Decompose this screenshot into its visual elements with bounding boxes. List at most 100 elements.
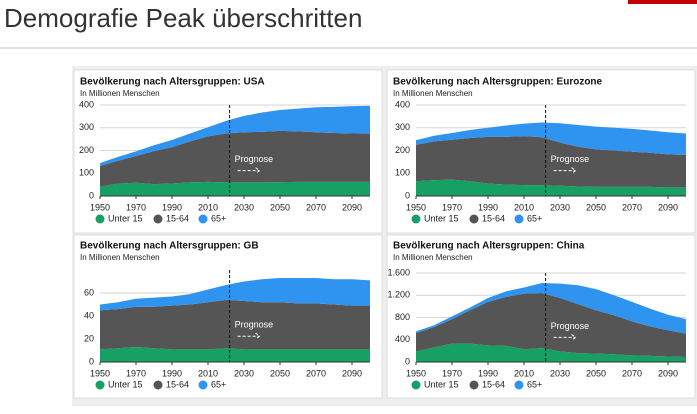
legend-label: Unter 15 bbox=[424, 213, 459, 223]
y-tick-label: 20 bbox=[84, 333, 94, 343]
legend-label: 65+ bbox=[211, 213, 226, 223]
x-tick-label: 1970 bbox=[442, 368, 462, 378]
legend-label: 65+ bbox=[211, 379, 226, 389]
annotation: Prognose bbox=[235, 320, 274, 330]
area bbox=[100, 130, 370, 187]
slide-title: Demografie Peak überschritten bbox=[4, 3, 362, 33]
legend-swatch bbox=[95, 214, 105, 224]
x-tick-label: 2050 bbox=[586, 202, 606, 212]
y-tick-label: 0 bbox=[89, 190, 94, 200]
y-tick-label: 400 bbox=[395, 334, 410, 344]
chart-subtitle: In Millionen Menschen bbox=[393, 253, 473, 262]
x-tick-label: 2070 bbox=[622, 202, 642, 212]
x-tick-label: 2090 bbox=[342, 368, 362, 378]
y-tick-label: 60 bbox=[84, 287, 94, 297]
area bbox=[100, 105, 370, 166]
legend-label: Unter 15 bbox=[424, 379, 459, 389]
legend-swatch bbox=[514, 214, 524, 224]
y-tick-label: 0 bbox=[405, 356, 410, 366]
annotation: Prognose bbox=[551, 154, 590, 164]
legend-label: Unter 15 bbox=[108, 379, 143, 389]
legend-swatch bbox=[411, 214, 421, 224]
x-tick-label: 1970 bbox=[126, 368, 146, 378]
area bbox=[100, 347, 370, 362]
legend-swatch bbox=[153, 214, 163, 224]
y-tick-label: 300 bbox=[395, 122, 410, 132]
x-tick-label: 1990 bbox=[478, 202, 498, 212]
y-tick-label: 1.200 bbox=[387, 290, 410, 300]
area bbox=[100, 181, 370, 196]
area bbox=[416, 122, 686, 156]
x-tick-label: 1990 bbox=[162, 202, 182, 212]
x-tick-label: 2030 bbox=[234, 202, 254, 212]
legend-label: Unter 15 bbox=[108, 213, 143, 223]
area bbox=[416, 293, 686, 357]
y-tick-label: 400 bbox=[79, 99, 94, 109]
legend-label: 15-64 bbox=[482, 213, 505, 223]
legend-swatch bbox=[469, 214, 479, 224]
y-tick-label: 100 bbox=[395, 168, 410, 178]
legend-label: 65+ bbox=[527, 213, 542, 223]
x-tick-label: 1950 bbox=[90, 368, 110, 378]
x-tick-label: 2010 bbox=[514, 202, 534, 212]
x-tick-label: 2070 bbox=[306, 202, 326, 212]
y-tick-label: 100 bbox=[79, 168, 94, 178]
y-tick-label: 800 bbox=[395, 312, 410, 322]
area bbox=[416, 179, 686, 196]
x-tick-label: 2090 bbox=[342, 202, 362, 212]
y-tick-label: 200 bbox=[79, 145, 94, 155]
chart-subtitle: In Millionen Menschen bbox=[393, 89, 473, 98]
legend-label: 15-64 bbox=[166, 379, 189, 389]
chart-title: Bevölkerung nach Altersgruppen: USA bbox=[80, 77, 265, 88]
y-tick-label: 0 bbox=[405, 190, 410, 200]
x-tick-label: 2090 bbox=[658, 368, 678, 378]
y-tick-label: 400 bbox=[395, 99, 410, 109]
annotation-arrow bbox=[553, 167, 577, 174]
x-tick-label: 2010 bbox=[198, 368, 218, 378]
x-tick-label: 2010 bbox=[198, 202, 218, 212]
legend-swatch bbox=[198, 380, 208, 390]
x-tick-label: 1950 bbox=[90, 202, 110, 212]
annotation-arrow bbox=[237, 332, 261, 340]
chart-title: Bevölkerung nach Altersgruppen: Eurozone bbox=[393, 77, 603, 88]
chart-title: Bevölkerung nach Altersgruppen: China bbox=[393, 241, 585, 252]
x-tick-label: 2030 bbox=[234, 368, 254, 378]
x-tick-label: 1950 bbox=[406, 368, 426, 378]
area bbox=[100, 299, 370, 350]
annotation-arrow bbox=[237, 167, 261, 174]
area bbox=[416, 136, 686, 188]
x-tick-label: 2070 bbox=[622, 368, 642, 378]
x-tick-label: 2070 bbox=[306, 368, 326, 378]
x-tick-label: 2090 bbox=[658, 202, 678, 212]
chart-subtitle: In Millionen Menschen bbox=[80, 253, 160, 262]
legend-label: 15-64 bbox=[482, 379, 505, 389]
x-tick-label: 2010 bbox=[514, 368, 534, 378]
chart-title: Bevölkerung nach Altersgruppen: GB bbox=[80, 241, 259, 252]
legend-swatch bbox=[411, 380, 421, 390]
annotation-arrow bbox=[553, 334, 577, 341]
legend-label: 65+ bbox=[527, 379, 542, 389]
x-tick-label: 1950 bbox=[406, 202, 426, 212]
x-tick-label: 2050 bbox=[586, 368, 606, 378]
legend-swatch bbox=[153, 380, 163, 390]
x-tick-label: 2030 bbox=[550, 202, 570, 212]
annotation: Prognose bbox=[235, 154, 274, 164]
area bbox=[416, 283, 686, 334]
area bbox=[100, 278, 370, 311]
chart-subtitle: In Millionen Menschen bbox=[80, 89, 160, 98]
area bbox=[416, 343, 686, 362]
y-tick-label: 300 bbox=[79, 122, 94, 132]
y-tick-label: 200 bbox=[395, 145, 410, 155]
legend-swatch bbox=[198, 214, 208, 224]
x-tick-label: 1970 bbox=[442, 202, 462, 212]
legend-label: 15-64 bbox=[166, 213, 189, 223]
x-tick-label: 2050 bbox=[270, 368, 290, 378]
y-tick-label: 0 bbox=[89, 356, 94, 366]
y-tick-label: 1.600 bbox=[387, 267, 410, 277]
accent-bar bbox=[628, 0, 697, 4]
x-tick-label: 1990 bbox=[478, 368, 498, 378]
x-tick-label: 1970 bbox=[126, 202, 146, 212]
y-tick-label: 40 bbox=[84, 310, 94, 320]
x-tick-label: 2050 bbox=[270, 202, 290, 212]
